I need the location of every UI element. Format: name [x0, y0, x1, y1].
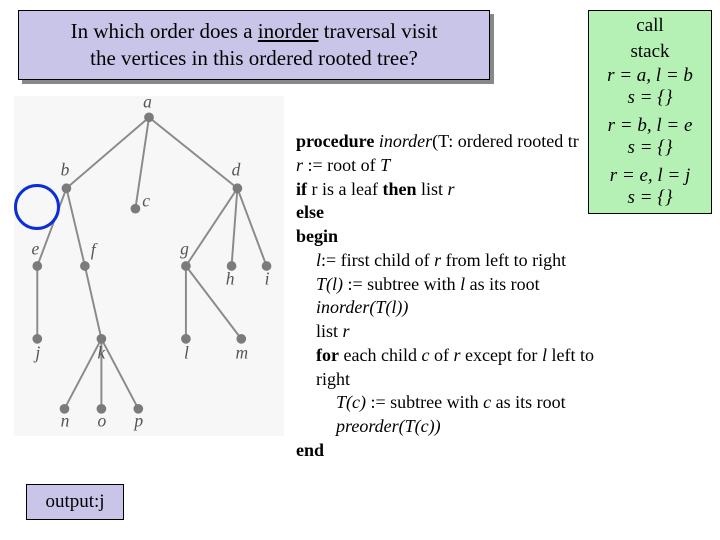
code-line: begin	[296, 225, 616, 249]
code-line: procedure inorder(T: ordered rooted tr	[296, 130, 616, 154]
tree-diagram: abcdefghijklmnop	[10, 96, 288, 436]
svg-text:l: l	[184, 342, 189, 362]
code-line: else	[296, 201, 616, 225]
output-value: j	[99, 491, 104, 513]
svg-text:j: j	[33, 342, 40, 362]
svg-text:p: p	[132, 410, 143, 430]
text: In which order does a	[71, 19, 258, 43]
code-line: if r is a leaf then list r	[296, 178, 616, 202]
svg-text:k: k	[98, 342, 107, 362]
stack-frame: r = a, l = b s = {}	[589, 63, 711, 113]
svg-text:g: g	[180, 238, 189, 258]
code-line: T(c) := subtree with c as its root	[296, 391, 616, 415]
output-panel: output: j	[26, 484, 124, 520]
svg-text:n: n	[61, 410, 70, 430]
question-line2: the vertices in this ordered rooted tree…	[90, 45, 418, 72]
svg-text:d: d	[232, 160, 241, 180]
svg-text:m: m	[235, 342, 248, 362]
code-line: l:= first child of r from left to right	[296, 249, 616, 273]
callstack-header1: call	[589, 11, 711, 37]
text: traversal visit	[318, 19, 437, 43]
svg-text:i: i	[265, 268, 270, 288]
underlined-word: inorder	[258, 19, 319, 43]
svg-text:o: o	[98, 410, 107, 430]
pseudocode-block: procedure inorder(T: ordered rooted tr r…	[296, 130, 616, 463]
svg-text:c: c	[142, 191, 150, 211]
code-line: inorder(T(l))	[296, 296, 616, 320]
svg-text:b: b	[61, 160, 70, 180]
code-line: T(l) := subtree with l as its root	[296, 273, 616, 297]
code-line: preorder(T(c))	[296, 415, 616, 439]
frame-line: r = a, l = b	[589, 65, 711, 87]
frame-line: s = {}	[589, 87, 711, 109]
svg-text:h: h	[226, 268, 235, 288]
callstack-header2: stack	[589, 37, 711, 63]
svg-text:a: a	[143, 96, 152, 112]
code-line: end	[296, 439, 616, 463]
question-panel: In which order does a inorder traversal …	[18, 10, 490, 80]
code-line: list r	[296, 320, 616, 344]
question-line1: In which order does a inorder traversal …	[71, 18, 438, 45]
code-line: r := root of T	[296, 154, 616, 178]
code-line: for each child c of r except for l left …	[296, 344, 616, 392]
output-label: output:	[45, 491, 99, 513]
svg-text:e: e	[31, 238, 39, 258]
